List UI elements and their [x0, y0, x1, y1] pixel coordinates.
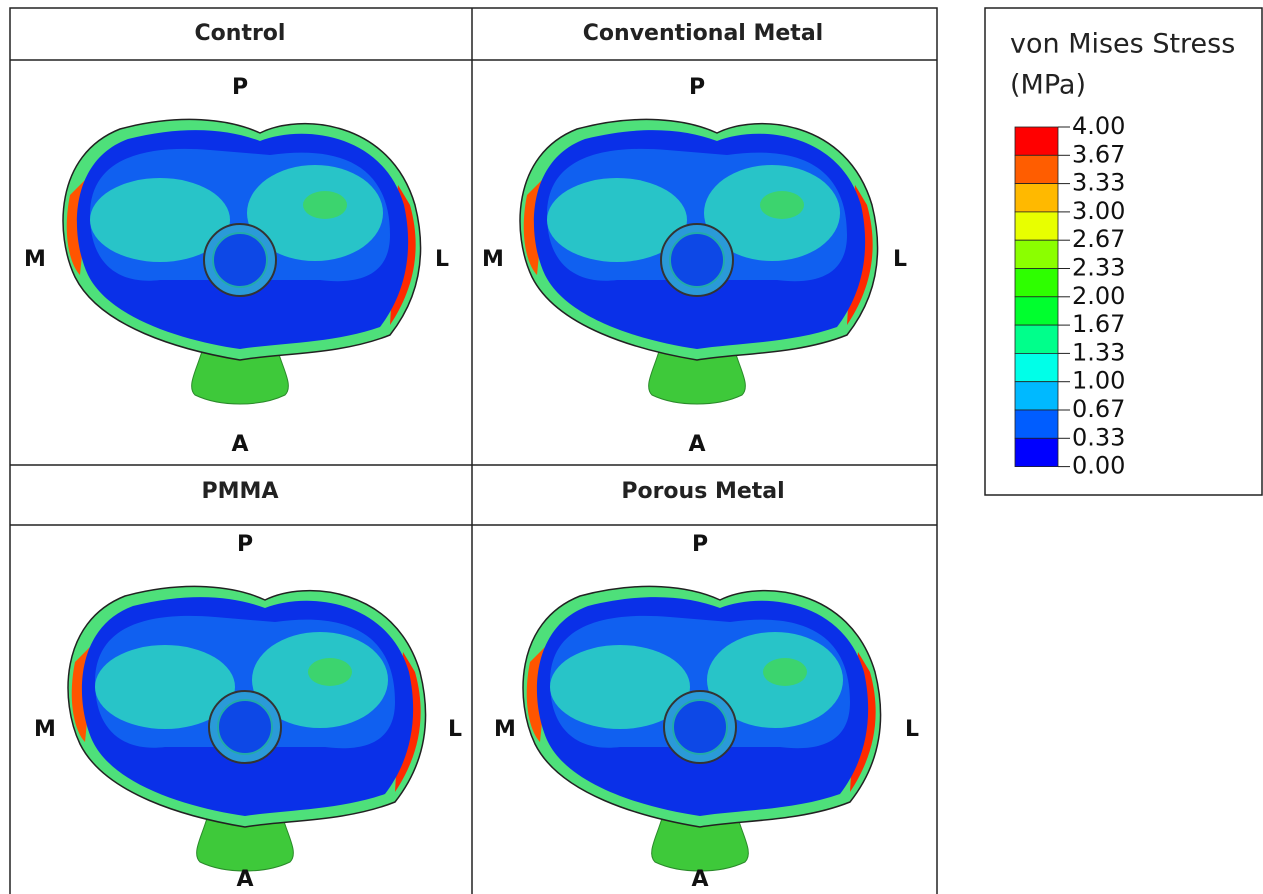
medial-label: M	[24, 247, 46, 272]
tibia-contour	[523, 586, 880, 871]
legend-unit: (MPa)	[1010, 70, 1086, 101]
lateral-label: L	[448, 717, 462, 742]
panel-title: Porous Metal	[621, 479, 784, 504]
legend-label: 0.33	[1072, 423, 1125, 451]
legend-label: 2.33	[1072, 254, 1125, 282]
color-band	[1015, 155, 1058, 183]
posterior-label: P	[237, 532, 253, 557]
panel-title: Control	[195, 21, 286, 46]
anterior-label: A	[236, 867, 253, 892]
panel-title: Conventional Metal	[583, 21, 823, 46]
figure: Control P A M L Conventional Metal P A M L PMMA P A M…	[0, 0, 1263, 894]
legend-label: 3.67	[1072, 140, 1125, 168]
legend-label: 2.67	[1072, 225, 1125, 253]
color-band	[1015, 240, 1058, 268]
legend-label: 1.33	[1072, 338, 1125, 366]
legend-label: 2.00	[1072, 282, 1125, 310]
color-band	[1015, 382, 1058, 410]
lateral-label: L	[435, 247, 449, 272]
posterior-label: P	[689, 75, 705, 100]
tibia-contour	[68, 586, 425, 871]
legend-label: 3.33	[1072, 169, 1125, 197]
anterior-label: A	[231, 432, 248, 457]
color-band	[1015, 184, 1058, 212]
legend-label: 1.67	[1072, 310, 1125, 338]
color-band	[1015, 297, 1058, 325]
lateral-label: L	[893, 247, 907, 272]
color-band	[1015, 212, 1058, 240]
tibia-contour	[520, 119, 877, 404]
panel-title: PMMA	[202, 479, 279, 504]
anterior-label: A	[691, 867, 708, 892]
legend-label: 3.00	[1072, 197, 1125, 225]
legend-label: 4.00	[1072, 112, 1125, 140]
color-band	[1015, 325, 1058, 353]
anterior-label: A	[688, 432, 705, 457]
posterior-label: P	[232, 75, 248, 100]
color-band	[1015, 127, 1058, 155]
legend-title: von Mises Stress	[1010, 29, 1235, 60]
legend-label: 1.00	[1072, 367, 1125, 395]
tibia-contour	[63, 119, 420, 404]
lateral-label: L	[905, 717, 919, 742]
color-band	[1015, 438, 1058, 466]
legend-label: 0.67	[1072, 395, 1125, 423]
posterior-label: P	[692, 532, 708, 557]
color-band	[1015, 269, 1058, 297]
color-band	[1015, 410, 1058, 438]
medial-label: M	[34, 717, 56, 742]
medial-label: M	[494, 717, 516, 742]
color-band	[1015, 353, 1058, 381]
legend-label: 0.00	[1072, 452, 1125, 480]
medial-label: M	[482, 247, 504, 272]
